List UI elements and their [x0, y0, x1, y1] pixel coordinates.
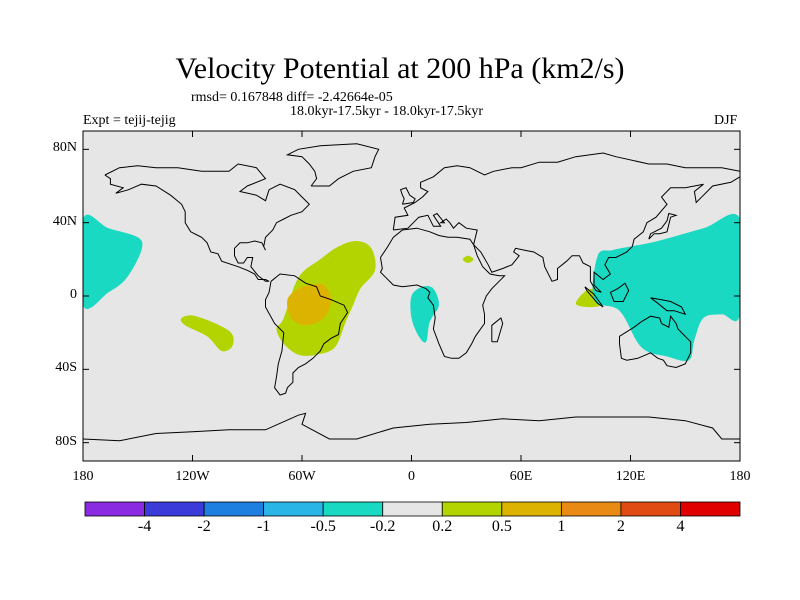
- chart-title: Velocity Potential at 200 hPa (km2/s): [175, 52, 625, 85]
- coastline-africa: [379, 227, 506, 359]
- coastline-borneo: [609, 282, 630, 302]
- colorbar-level-label: 1: [557, 518, 566, 535]
- coastline-eurasia: [392, 152, 740, 293]
- colorbar-swatch: [263, 501, 324, 517]
- colorbar-swatch: [560, 501, 622, 517]
- colorbar-swatch: [144, 501, 205, 517]
- coastline-south-america: [265, 273, 349, 396]
- coastline-japan: [648, 212, 678, 240]
- colorbar-swatch: [322, 501, 384, 517]
- coastline-madagascar: [491, 317, 504, 343]
- colorbar-swatch: [501, 501, 562, 517]
- colorbar-level-label: 4: [676, 518, 685, 535]
- colorbar-level-label: 0.5: [491, 518, 512, 535]
- colorbar-level-label: 0.2: [432, 518, 453, 535]
- contour-region-south-america-core: [287, 283, 332, 326]
- y-tick-label: 80N: [52, 140, 77, 156]
- coastline-sumatra: [584, 286, 604, 308]
- contour-region-west-pacific-negative: [592, 213, 740, 362]
- x-tick-label: 60E: [509, 469, 533, 484]
- stats-line: rmsd= 0.167848 diff= -2.42664e-05: [191, 90, 393, 105]
- colorbar-swatch: [382, 501, 443, 517]
- y-tick-label: 40N: [52, 213, 77, 229]
- colorbar-level-label: -1: [256, 518, 271, 535]
- coastline-antarctica: [83, 412, 740, 442]
- colorbar-level-label: -2: [197, 518, 211, 535]
- x-tick-label: 180: [72, 469, 94, 484]
- y-tick-label: 40S: [55, 360, 77, 376]
- colorbar-level-label: -4: [137, 518, 152, 535]
- contour-region-east-pacific-negative: [83, 214, 143, 309]
- x-tick-label: 120E: [615, 469, 646, 484]
- colorbar-swatch: [84, 501, 145, 517]
- contour-region-south-pacific-positive: [180, 315, 234, 352]
- x-tick-label: 120W: [175, 469, 210, 484]
- colorbar-swatch: [620, 501, 681, 517]
- season-label: DJF: [714, 113, 738, 128]
- coastline-australia: [619, 314, 692, 369]
- x-tick-label: 0: [408, 469, 415, 484]
- coastline-north-america: [104, 163, 311, 282]
- period-line: 18.0kyr-17.5kyr - 18.0kyr-17.5kyr: [290, 104, 484, 119]
- coastline-new-guinea: [650, 297, 687, 316]
- colorbar-swatch: [680, 501, 741, 517]
- coastline-greenland: [285, 143, 380, 187]
- colorbar-level-label: -0.5: [310, 518, 336, 535]
- x-tick-label: 180: [729, 469, 751, 484]
- y-tick-label: 80S: [55, 433, 77, 449]
- colorbar-level-label: 2: [616, 518, 625, 535]
- colorbar-level-label: -0.2: [370, 518, 396, 535]
- x-tick-label: 60W: [288, 469, 316, 484]
- contour-region-africa-small-positive: [462, 255, 474, 263]
- colorbar-swatch: [441, 501, 503, 517]
- colorbar-swatch: [203, 501, 265, 517]
- contour-region-atlantic-negative: [410, 286, 439, 343]
- experiment-label: Expt = tejij-tejig: [83, 113, 176, 128]
- y-tick-label: 0: [70, 287, 77, 302]
- coastline-great-britain: [399, 187, 416, 205]
